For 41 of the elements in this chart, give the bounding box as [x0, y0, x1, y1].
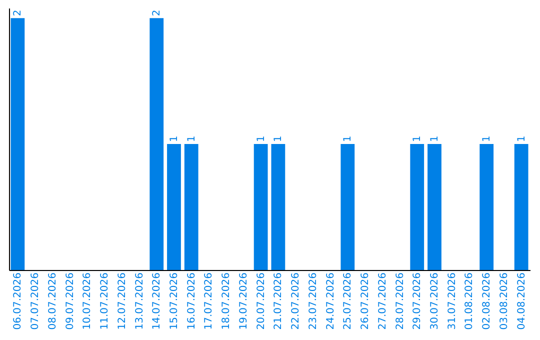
- data-label: 1: [412, 136, 424, 142]
- x-tick-label: 26.07.2026: [360, 272, 372, 330]
- x-tick-label: 19.07.2026: [238, 272, 250, 330]
- data-label: 1: [256, 136, 267, 142]
- data-label: 2: [12, 10, 24, 16]
- x-tick-label: 22.07.2026: [290, 272, 302, 330]
- x-tick-label: 31.07.2026: [446, 272, 458, 330]
- x-tick-label: 14.07.2026: [152, 272, 163, 330]
- x-tick-label: 03.08.2026: [498, 272, 510, 330]
- x-tick-label: 17.07.2026: [204, 272, 215, 330]
- x-tick-label: 20.07.2026: [256, 272, 267, 330]
- x-tick-label: 18.07.2026: [221, 272, 232, 330]
- x-tick-label: 23.07.2026: [308, 272, 319, 330]
- data-label: 1: [273, 136, 284, 142]
- data-label: 1: [429, 136, 440, 142]
- x-tick-label: 30.07.2026: [429, 272, 440, 330]
- x-tick-label: 06.07.2026: [12, 272, 24, 330]
- data-label: 1: [342, 136, 354, 142]
- x-tick-label: 21.07.2026: [273, 272, 284, 330]
- x-tick-label: 01.08.2026: [464, 272, 476, 330]
- x-tick-label: 12.07.2026: [116, 272, 128, 330]
- data-label: 2: [152, 10, 163, 16]
- x-tick-label: 11.07.2026: [100, 272, 111, 330]
- x-tick-label: 02.08.2026: [482, 272, 493, 330]
- x-tick-label: 15.07.2026: [168, 272, 180, 330]
- x-tick-label: 24.07.2026: [325, 272, 336, 330]
- data-label: 1: [186, 136, 198, 142]
- data-label: 1: [516, 136, 528, 142]
- x-tick-label: 28.07.2026: [394, 272, 406, 330]
- x-tick-label: 08.07.2026: [47, 272, 58, 330]
- x-tick-label: 16.07.2026: [186, 272, 198, 330]
- x-tick-label: 09.07.2026: [64, 272, 76, 330]
- x-tick-label: 07.07.2026: [30, 272, 42, 330]
- data-label: 1: [482, 136, 493, 142]
- data-label: 1: [168, 136, 180, 142]
- x-tick-label: 25.07.2026: [342, 272, 354, 330]
- x-tick-label: 27.07.2026: [377, 272, 388, 330]
- x-tick-label: 29.07.2026: [412, 272, 424, 330]
- x-tick-label: 04.08.2026: [516, 272, 528, 330]
- x-tick-label: 10.07.2026: [82, 272, 94, 330]
- x-tick-label: 13.07.2026: [134, 272, 146, 330]
